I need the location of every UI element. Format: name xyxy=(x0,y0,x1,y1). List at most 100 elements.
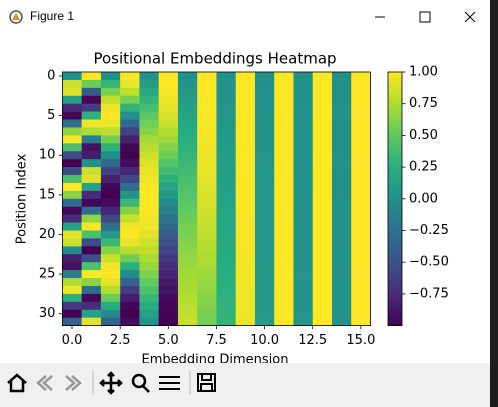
heatmap-cell xyxy=(177,72,198,81)
heatmap-cell xyxy=(197,190,217,200)
heatmap-cell xyxy=(158,293,179,303)
heatmap-cell xyxy=(139,301,159,311)
heatmap-cell xyxy=(100,270,121,279)
heatmap-cell xyxy=(81,317,102,326)
zoom-button[interactable] xyxy=(131,373,150,393)
heatmap-cell xyxy=(120,246,140,255)
heatmap-cell xyxy=(139,135,159,144)
heatmap-cell xyxy=(254,190,275,200)
back-button[interactable] xyxy=(36,375,53,391)
heatmap-cell xyxy=(351,262,371,271)
heatmap-cell xyxy=(235,182,256,192)
configure-button[interactable] xyxy=(159,376,180,390)
heatmap-cell xyxy=(312,301,333,311)
heatmap-cell xyxy=(351,167,371,176)
heatmap-cell xyxy=(120,278,140,287)
heatmap-cell xyxy=(197,103,217,112)
heatmap-cell xyxy=(81,95,102,104)
heatmap-cell xyxy=(120,301,140,311)
heatmap-cell xyxy=(197,87,217,97)
heatmap-cell xyxy=(158,119,179,128)
heatmap-cell xyxy=(62,206,82,215)
heatmap-cell xyxy=(312,285,333,295)
heatmap-cell xyxy=(62,103,82,112)
close-button[interactable] xyxy=(464,11,476,23)
heatmap-cell xyxy=(293,230,314,239)
heatmap-cell xyxy=(235,293,256,303)
forward-button[interactable] xyxy=(65,375,82,391)
heatmap-cell xyxy=(120,222,140,231)
heatmap-cell xyxy=(331,95,352,104)
heatmap-cell xyxy=(235,87,256,97)
heatmap-cell xyxy=(293,301,314,311)
heatmap-cell xyxy=(331,79,352,89)
heatmap-cell xyxy=(197,135,217,144)
heatmap-cell xyxy=(139,206,159,215)
heatmap-cell xyxy=(351,159,371,168)
heatmap-cell xyxy=(177,309,198,318)
heatmap-cell xyxy=(331,103,352,112)
heatmap-cell xyxy=(274,190,294,200)
heatmap-cell xyxy=(197,167,217,176)
save-button[interactable] xyxy=(197,373,216,392)
heatmap-cell xyxy=(62,198,82,208)
heatmap-cell xyxy=(197,143,217,152)
heatmap-cell xyxy=(331,270,352,279)
heatmap-cell xyxy=(235,309,256,318)
heatmap-cell xyxy=(254,175,275,184)
heatmap-cell xyxy=(312,87,333,97)
heatmap-cell xyxy=(235,127,256,136)
heatmap-cell xyxy=(120,119,140,128)
x-tick-label: 15.0 xyxy=(346,333,375,348)
heatmap-cell xyxy=(293,103,314,112)
heatmap-cell xyxy=(293,95,314,104)
heatmap-cell xyxy=(216,135,237,144)
heatmap-cell xyxy=(139,95,159,104)
heatmap-cell xyxy=(351,127,371,136)
pan-button[interactable] xyxy=(99,371,123,395)
colorbar-tick-label: 0.75 xyxy=(409,96,438,111)
heatmap-cell xyxy=(62,182,82,192)
maximize-button[interactable] xyxy=(419,11,431,23)
heatmap-cell xyxy=(351,175,371,184)
heatmap-cell xyxy=(62,87,82,97)
heatmap-cell xyxy=(331,309,352,318)
heatmap-cell xyxy=(158,167,179,176)
heatmap-cell xyxy=(62,262,82,271)
heatmap-cell xyxy=(100,214,121,223)
heatmap-cell xyxy=(351,182,371,192)
heatmap-cell xyxy=(235,270,256,279)
heatmap-cell xyxy=(293,167,314,176)
heatmap-cell xyxy=(197,293,217,303)
y-tick-label: 30 xyxy=(39,306,56,321)
heatmap-cell xyxy=(351,87,371,97)
heatmap-cell xyxy=(351,72,371,81)
heatmap-cell xyxy=(62,214,82,223)
home-button[interactable] xyxy=(7,373,27,393)
heatmap-cell xyxy=(216,293,237,303)
heatmap-cell xyxy=(139,72,159,81)
heatmap-cell xyxy=(235,135,256,144)
heatmap-cell xyxy=(197,285,217,295)
heatmap-cell xyxy=(216,262,237,271)
heatmap-cell xyxy=(120,230,140,239)
heatmap-cell xyxy=(197,95,217,104)
heatmap-cell xyxy=(293,206,314,215)
heatmap-cell xyxy=(274,127,294,136)
heatmap-cell xyxy=(254,301,275,311)
heatmap-cell xyxy=(274,214,294,223)
heatmap-cell xyxy=(197,278,217,287)
heatmap-cell xyxy=(235,317,256,326)
heatmap-cell xyxy=(62,270,82,279)
heatmap-cell xyxy=(254,198,275,208)
background-window xyxy=(490,0,498,407)
heatmap-cell xyxy=(158,206,179,215)
heatmap-cell xyxy=(293,182,314,192)
heatmap-cell xyxy=(254,167,275,176)
heatmap-cell xyxy=(254,135,275,144)
heatmap-cell xyxy=(81,159,102,168)
heatmap-cell xyxy=(120,238,140,247)
colorbar-tick-label: 0.00 xyxy=(409,191,438,206)
heatmap-cell xyxy=(177,175,198,184)
heatmap-cell xyxy=(100,238,121,247)
